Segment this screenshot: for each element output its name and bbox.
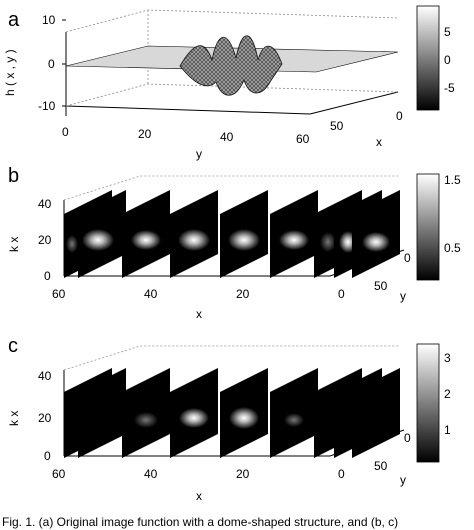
panel-b-xtick-0: 0 bbox=[338, 287, 345, 301]
panel-b-xlabel: x bbox=[196, 307, 202, 321]
panel-a-colorbar bbox=[416, 5, 440, 111]
panel-c-xtick-60: 60 bbox=[52, 467, 66, 481]
figure-caption: Fig. 1. (a) Original image function with… bbox=[2, 515, 399, 529]
panel-a-ytick-40: 40 bbox=[220, 130, 234, 144]
panel-c-slice bbox=[352, 368, 400, 458]
panel-b-cbar-1-5: 1.5 bbox=[444, 173, 461, 187]
panel-b-cbar-0-5: 0.5 bbox=[444, 241, 461, 255]
panel-c-cbar-3: 3 bbox=[444, 351, 451, 365]
panel-c-ytick-50: 50 bbox=[374, 459, 388, 473]
panel-a-xtick-0: 0 bbox=[396, 109, 403, 123]
panel-c-xlabel: x bbox=[196, 489, 202, 503]
panel-a-ztick-0: 0 bbox=[48, 57, 55, 71]
panel-a-cbar-0: 0 bbox=[444, 53, 451, 67]
panel-b: b 40 20 0 k x bbox=[7, 165, 461, 321]
panel-a-back-frame bbox=[65, 9, 399, 33]
panel-a-ztick-10: 10 bbox=[42, 13, 56, 27]
panel-c-colorbar bbox=[416, 343, 440, 463]
panel-c-ytick-0: 0 bbox=[404, 431, 411, 445]
panel-c-ztick-20: 20 bbox=[38, 411, 52, 425]
panel-a-cbar-5: 5 bbox=[444, 25, 451, 39]
panel-a-cbar-m5: -5 bbox=[444, 81, 455, 95]
panel-a-ytick-0: 0 bbox=[62, 125, 69, 139]
panel-a-ylabel: y bbox=[196, 147, 202, 161]
panel-a: a 10 0 -10 h ( x , y ) 0 20 40 60 y 50 0… bbox=[3, 5, 455, 161]
panel-b-xtick-20: 20 bbox=[236, 287, 250, 301]
panel-b-xtick-40: 40 bbox=[144, 287, 158, 301]
panel-b-ytick-50: 50 bbox=[374, 279, 388, 293]
panel-b-ylabel: y bbox=[400, 289, 406, 303]
panel-c: c 40 20 0 k x 60 40 20 0 x 0 50 y bbox=[7, 335, 451, 503]
panel-b-slices bbox=[64, 190, 400, 278]
panel-b-ztick-0: 0 bbox=[44, 269, 51, 283]
panel-c-xtick-20: 20 bbox=[236, 467, 250, 481]
panel-a-y-axis bbox=[65, 105, 311, 115]
panel-c-letter: c bbox=[8, 335, 18, 357]
panel-b-colorbar bbox=[416, 173, 440, 281]
panel-c-xtick-0: 0 bbox=[338, 467, 345, 481]
panel-c-ztick-40: 40 bbox=[38, 369, 52, 383]
panel-b-letter: b bbox=[8, 165, 19, 187]
panel-c-zlabel: k x bbox=[7, 411, 21, 426]
panel-a-ytick-60: 60 bbox=[296, 132, 310, 146]
panel-b-ztick-20: 20 bbox=[38, 233, 52, 247]
panel-a-zlabel: h ( x , y ) bbox=[3, 49, 17, 96]
panel-c-ztick-0: 0 bbox=[44, 449, 51, 463]
panel-b-ytick-0: 0 bbox=[404, 251, 411, 265]
panel-c-slice bbox=[78, 368, 126, 458]
panel-b-xtick-60: 60 bbox=[52, 287, 66, 301]
panel-a-x-axis bbox=[309, 91, 399, 115]
panel-c-xtick-40: 40 bbox=[144, 467, 158, 481]
panel-b-zlabel: k x bbox=[7, 237, 21, 252]
panel-c-slices bbox=[64, 368, 400, 458]
panel-c-cbar-1: 1 bbox=[444, 423, 451, 437]
panel-a-surface-wave bbox=[179, 35, 283, 96]
panel-a-letter: a bbox=[8, 9, 20, 31]
panel-c-cbar-2: 2 bbox=[444, 387, 451, 401]
panel-c-ylabel: y bbox=[400, 473, 406, 487]
panel-a-ztick-m10: -10 bbox=[38, 99, 56, 113]
panel-b-ztick-40: 40 bbox=[38, 197, 52, 211]
panel-a-ytick-20: 20 bbox=[138, 127, 152, 141]
panel-a-xlabel: x bbox=[376, 135, 382, 149]
panel-a-xtick-50: 50 bbox=[330, 119, 344, 133]
